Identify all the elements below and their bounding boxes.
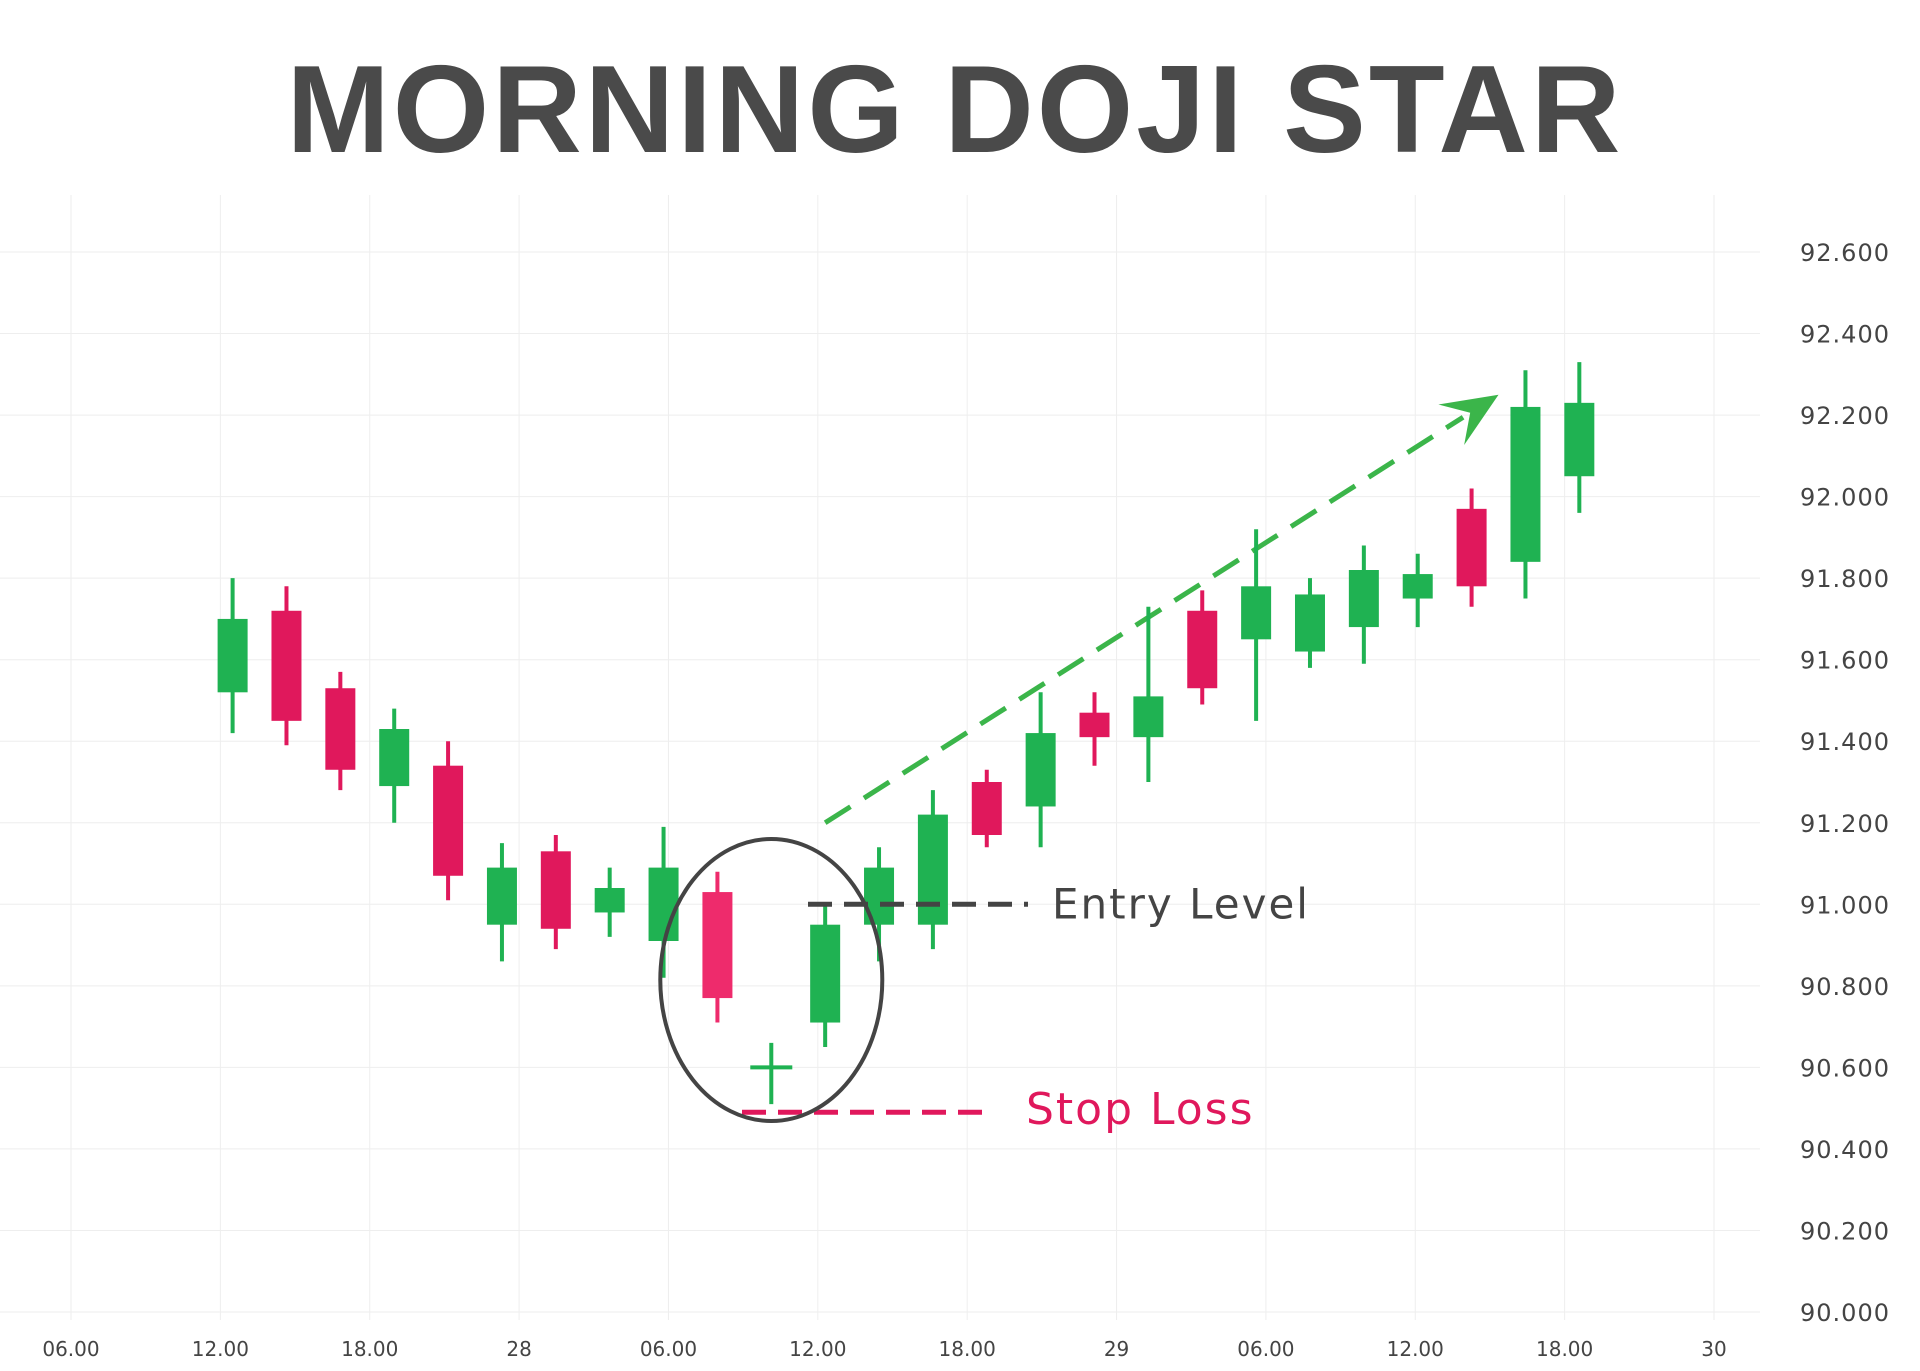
bullish-candle xyxy=(1348,545,1379,664)
x-axis-ticks: 06.00 12.00 18.00 28 06.00 12.00 18.00 29 06.00 1… xyxy=(42,1337,1726,1361)
candle-body xyxy=(540,851,571,929)
candle-body xyxy=(1025,733,1056,807)
bullish-candle xyxy=(217,578,248,734)
entry-level-label: Entry Level xyxy=(1052,879,1310,928)
pattern-circle xyxy=(658,837,885,1123)
bullish-candle xyxy=(917,790,948,950)
bullish-candle xyxy=(1241,529,1272,721)
chart-title: MORNING DOJI STAR xyxy=(287,41,1624,179)
trend-arrow-head xyxy=(1438,394,1499,445)
bullish-candle xyxy=(648,826,679,978)
candle-body xyxy=(1079,712,1110,738)
bearish-candle xyxy=(433,741,464,901)
candle-body xyxy=(702,892,733,999)
candle-body xyxy=(810,924,841,1023)
candle-body xyxy=(917,814,948,925)
candle-body xyxy=(1564,402,1595,477)
bullish-candle xyxy=(1564,362,1595,513)
grid xyxy=(0,195,1760,1320)
y-tick-label: 92.200 xyxy=(1800,402,1890,430)
bearish-candle xyxy=(1079,692,1110,766)
candle-body xyxy=(1294,594,1325,652)
y-tick-label: 91.800 xyxy=(1800,565,1890,593)
x-tick-label: 18.00 xyxy=(341,1337,398,1361)
y-axis-ticks: 92.600 92.400 92.200 92.000 91.800 91.600 91.4… xyxy=(1800,239,1890,1327)
y-tick-label: 91.000 xyxy=(1800,891,1890,919)
bearish-candle xyxy=(702,871,733,1023)
bearish-candle xyxy=(325,671,356,791)
candle-body xyxy=(594,888,625,913)
x-tick-label: 18.00 xyxy=(1536,1337,1593,1361)
candles xyxy=(217,362,1595,1105)
candle-body xyxy=(271,610,302,721)
x-tick-label: 29 xyxy=(1104,1337,1129,1361)
bullish-candle xyxy=(1025,692,1056,848)
candle-body xyxy=(486,867,517,925)
y-tick-label: 92.400 xyxy=(1800,321,1890,349)
y-tick-label: 91.200 xyxy=(1800,810,1890,838)
candle-body xyxy=(433,765,464,876)
y-tick-label: 91.600 xyxy=(1800,647,1890,675)
bearish-candle xyxy=(971,769,1002,848)
bullish-candle xyxy=(379,708,410,823)
bearish-candle xyxy=(1187,590,1218,705)
y-tick-label: 90.400 xyxy=(1800,1136,1890,1164)
x-tick-label: 06.00 xyxy=(640,1337,697,1361)
candle-body xyxy=(1456,508,1487,587)
bullish-candle xyxy=(594,867,625,937)
bullish-candle xyxy=(1294,578,1325,668)
bearish-candle xyxy=(1456,488,1487,607)
y-tick-label: 90.000 xyxy=(1800,1299,1890,1327)
pattern-highlight xyxy=(658,837,885,1123)
trend-arrow-line xyxy=(823,415,1465,825)
levels: Entry Level Stop Loss xyxy=(742,879,1310,1135)
x-tick-label: 12.00 xyxy=(192,1337,249,1361)
bullish-candle xyxy=(1402,553,1433,628)
candle-body xyxy=(971,782,1002,835)
y-tick-label: 90.800 xyxy=(1800,973,1890,1001)
candle-body xyxy=(217,618,248,693)
candle-body xyxy=(1241,586,1272,640)
candle-body xyxy=(1187,610,1218,689)
x-tick-label: 28 xyxy=(506,1337,531,1361)
bullish-candle xyxy=(486,843,517,962)
candle-body xyxy=(1510,406,1541,562)
y-tick-label: 90.600 xyxy=(1800,1054,1890,1082)
doji-candle xyxy=(750,1042,793,1105)
x-tick-label: 30 xyxy=(1701,1337,1726,1361)
x-tick-label: 18.00 xyxy=(939,1337,996,1361)
y-tick-label: 92.600 xyxy=(1800,239,1890,267)
bearish-candle xyxy=(540,835,571,950)
trend-arrow xyxy=(823,394,1499,825)
candle-body xyxy=(648,867,679,941)
x-tick-label: 12.00 xyxy=(789,1337,846,1361)
candle-body xyxy=(379,729,410,787)
y-tick-label: 91.400 xyxy=(1800,728,1890,756)
bullish-candle xyxy=(810,904,841,1047)
bearish-candle xyxy=(271,586,302,746)
y-tick-label: 92.000 xyxy=(1800,484,1890,512)
bullish-candle xyxy=(1133,606,1164,782)
x-tick-label: 06.00 xyxy=(42,1337,99,1361)
candle-body xyxy=(325,688,356,770)
candle-body xyxy=(1133,696,1164,738)
y-tick-label: 90.200 xyxy=(1800,1217,1890,1245)
x-tick-label: 06.00 xyxy=(1237,1337,1294,1361)
stop-loss-label: Stop Loss xyxy=(1026,1084,1255,1135)
candle-body xyxy=(1348,570,1379,628)
x-tick-label: 12.00 xyxy=(1387,1337,1444,1361)
candle-body xyxy=(1402,574,1433,599)
bullish-candle xyxy=(1510,370,1541,599)
